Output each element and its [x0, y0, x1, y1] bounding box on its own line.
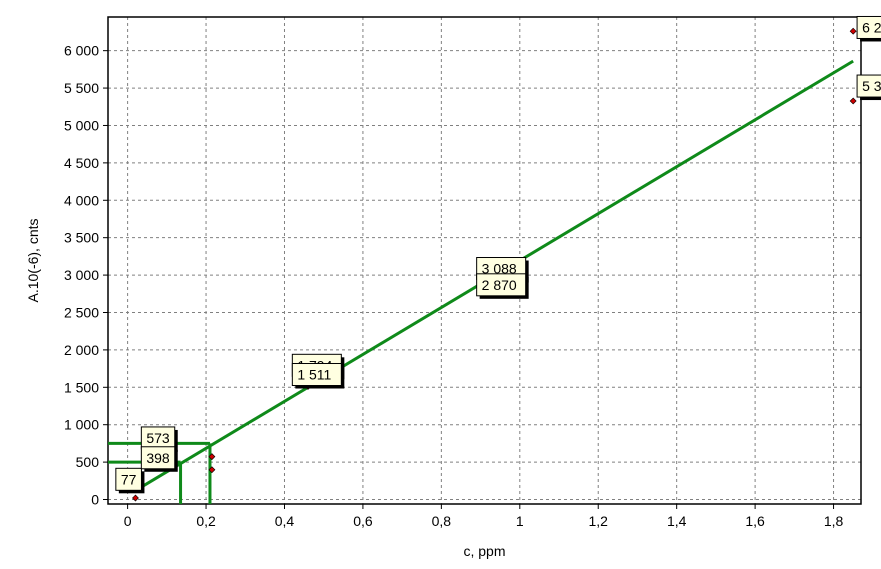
y-tick-label: 1 500	[64, 379, 99, 395]
data-point	[208, 466, 216, 474]
x-tick-label: 1,6	[745, 513, 765, 529]
y-tick-label: 4 500	[64, 155, 99, 171]
plot-frame	[107, 16, 862, 505]
y-tick-label: 1 000	[64, 417, 99, 433]
data-label: 398	[140, 446, 178, 472]
data-label-text: 5 327	[862, 78, 881, 94]
data-label-text: 1 511	[297, 367, 331, 383]
data-point	[132, 494, 139, 502]
data-label: 2 870	[476, 273, 529, 299]
y-tick-label: 3 500	[64, 230, 99, 246]
data-label: 5 327	[856, 74, 881, 101]
x-axis-label: c, ppm	[463, 543, 505, 559]
x-tick-label: 0,4	[275, 513, 295, 529]
y-tick-label: 5 000	[64, 117, 99, 133]
y-tick-label: 4 000	[64, 192, 99, 208]
x-tick-label: 1,2	[589, 513, 609, 529]
data-label-box	[856, 74, 881, 98]
y-tick-label: 5 500	[64, 80, 99, 96]
data-label-text: 2 870	[482, 277, 517, 293]
data-label-text: 573	[146, 430, 170, 446]
data-label-box	[115, 467, 142, 491]
data-label: 1 511	[291, 363, 345, 389]
y-tick-label: 3 000	[64, 267, 99, 283]
data-label-box	[291, 363, 342, 387]
x-tick-label: 0,8	[432, 513, 452, 529]
data-label-box	[140, 446, 176, 470]
x-tick-label: 1,8	[824, 513, 844, 529]
x-tick-label: 1,4	[667, 513, 687, 529]
data-label-text: 398	[146, 450, 170, 466]
y-tick-label: 0	[91, 492, 99, 508]
data-label-text: 77	[121, 471, 137, 487]
data-label-text: 6 260	[862, 19, 881, 35]
y-axis-label: A.10(-6), cnts	[25, 218, 41, 302]
x-axis: 0 0,2 0,4 0,6 0,8 1 1,2 1,4 1,6 1,8	[124, 504, 844, 529]
data-label-text: 3 088	[482, 261, 517, 277]
y-tick-label: 500	[76, 454, 100, 470]
data-label: 6 260	[856, 15, 881, 42]
data-label-box	[476, 273, 527, 297]
data-point	[849, 97, 857, 105]
y-tick-label: 2 500	[64, 304, 99, 320]
x-tick-label: 0	[124, 513, 132, 529]
data-label-box	[856, 15, 881, 39]
y-axis: 0 500 1 000 1 500 2 000 2 500 3 000 3 500 4 000 4…	[64, 43, 108, 508]
y-tick-label: 6 000	[64, 43, 99, 59]
x-tick-label: 1	[516, 513, 524, 529]
data-label: 77	[115, 467, 145, 494]
data-point	[849, 27, 857, 35]
data-point	[208, 453, 216, 461]
x-tick-label: 0,6	[353, 513, 373, 529]
x-tick-label: 0,2	[196, 513, 216, 529]
y-tick-label: 2 000	[64, 342, 99, 358]
